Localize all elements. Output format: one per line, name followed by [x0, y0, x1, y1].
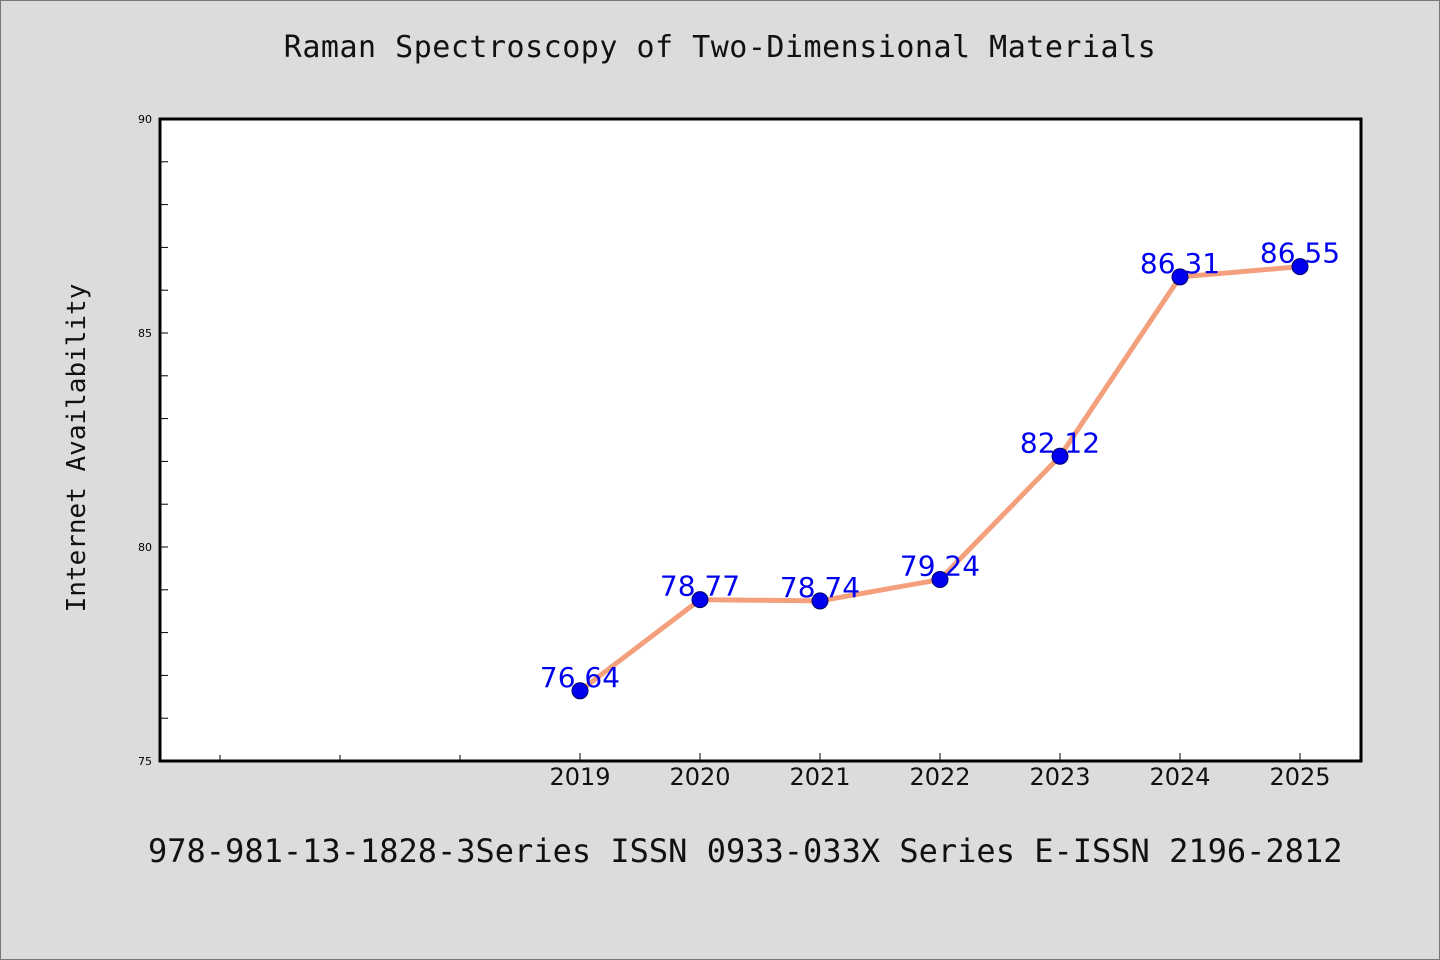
data-point — [811, 592, 829, 610]
data-label: 79.24 — [900, 550, 980, 583]
x-axis-ticks: 2019 2020 2021 2022 2023 2024 2025 — [219, 753, 1331, 791]
isbn-footer: 978-981-13-1828-3Series ISSN 0933-033X S… — [148, 832, 1343, 870]
y-tick-label: 85 — [138, 327, 152, 340]
data-point — [1051, 447, 1069, 465]
data-label: 82.12 — [1020, 426, 1100, 459]
x-tick-label: 2021 — [789, 763, 850, 791]
y-axis-label: Internet Availability — [62, 284, 92, 613]
x-tick-label: 2022 — [909, 763, 970, 791]
data-label: 86.55 — [1260, 237, 1340, 270]
y-tick-label: 75 — [138, 755, 152, 768]
data-point — [1291, 258, 1309, 276]
y-axis-ticks: 75 80 85 90 — [138, 113, 168, 768]
x-tick-label: 2023 — [1029, 763, 1090, 791]
x-tick-label: 2020 — [669, 763, 730, 791]
data-label: 86.31 — [1140, 247, 1220, 280]
data-label: 78.74 — [780, 571, 860, 604]
x-tick-label: 2025 — [1269, 763, 1330, 791]
series-layer: 76.64 78.77 78.74 79.24 82.12 86.31 86.55 — [540, 237, 1340, 700]
x-tick-label: 2024 — [1149, 763, 1210, 791]
data-point — [931, 571, 949, 589]
y-tick-label: 90 — [138, 113, 152, 126]
data-point — [691, 591, 709, 609]
plot-area — [158, 117, 1363, 763]
x-tick-label: 2019 — [549, 763, 610, 791]
chart-title: Raman Spectroscopy of Two-Dimensional Ma… — [283, 30, 1157, 65]
data-label: 76.64 — [540, 661, 620, 694]
data-point — [1171, 268, 1189, 286]
y-tick-label: 80 — [138, 541, 152, 554]
data-point — [571, 682, 589, 700]
data-label: 78.77 — [660, 570, 740, 603]
